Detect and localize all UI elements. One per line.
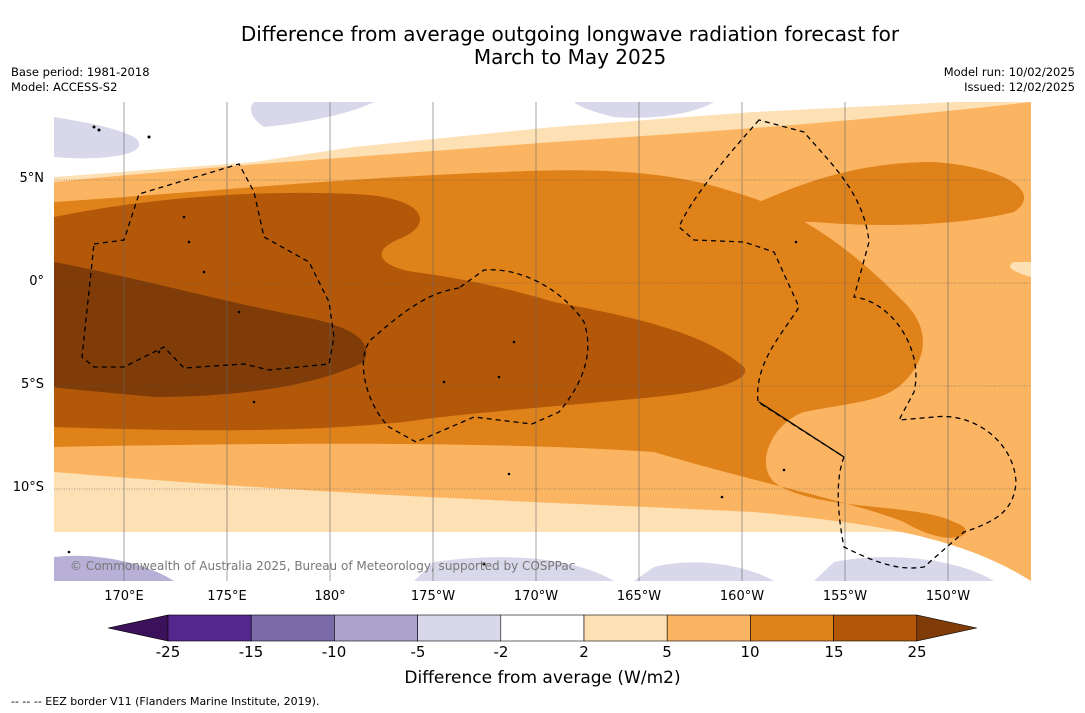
eez-borders (81, 119, 1017, 569)
band-negative-bottom-mid (414, 557, 614, 581)
colorbar-tick: 25 (907, 643, 927, 661)
lon-label: 165°W (616, 589, 662, 604)
lon-label: 160°W (719, 589, 765, 604)
anomaly-map-svg (54, 102, 1031, 581)
colorbar-tick: -2 (493, 643, 509, 661)
meta-right: Model run: 10/02/2025 Issued: 12/02/2025 (944, 65, 1075, 95)
colorbar-swatch (250, 614, 335, 642)
lon-label: 150°W (925, 589, 971, 604)
band-negative-bottom-right (634, 562, 774, 581)
title-line-1: Difference from average outgoing longwav… (240, 22, 900, 46)
band-10-15-north (724, 162, 1025, 225)
lat-label-equator: 0° (29, 274, 44, 289)
lon-label: 155°W (822, 589, 868, 604)
band-negative-top-left (54, 117, 140, 159)
title-line-2: March to May 2025 (473, 45, 667, 69)
colorbar-label: Difference from average (W/m2) (404, 668, 681, 688)
model-run: Model run: 10/02/2025 (943, 65, 1075, 79)
colorbar-swatch (167, 614, 252, 642)
anomaly-map (54, 102, 1031, 581)
graticule (54, 179, 1031, 490)
lat-label-5n: 5°N (19, 171, 45, 186)
colorbar-swatch (666, 614, 751, 642)
band-negative-top-right (574, 102, 714, 118)
colorbar-swatch (583, 614, 668, 642)
lon-label: 175°E (207, 589, 247, 604)
copyright-notice: © Commonwealth of Australia 2025, Bureau… (70, 559, 576, 573)
band-negative-bottom-far (814, 557, 994, 581)
lon-label: 170°W (513, 589, 559, 604)
colorbar (107, 614, 977, 642)
band-2-5-east (1010, 262, 1031, 277)
band-negative-top-mid (251, 102, 374, 127)
meta-left: Base period: 1981-2018 Model: ACCESS-S2 (11, 65, 150, 95)
islands (67, 125, 798, 566)
band-neutral-bottom (54, 532, 1031, 581)
lon-label: 180° (314, 589, 346, 604)
colorbar-swatch (750, 614, 834, 642)
model-name: Model: ACCESS-S2 (11, 80, 118, 94)
colorbar-tick: 2 (579, 643, 589, 661)
base-period: Base period: 1981-2018 (11, 65, 150, 79)
colorbar-tick: 10 (740, 643, 760, 661)
colorbar-swatch (833, 614, 918, 642)
colorbar-extend-low (107, 614, 169, 642)
lon-label: 170°E (104, 589, 144, 604)
band-negative-bottom-left (54, 555, 174, 581)
lat-label-10s: 10°S (12, 480, 44, 495)
issued-date: Issued: 12/02/2025 (964, 80, 1075, 94)
lon-label: 175°W (410, 589, 456, 604)
colorbar-swatch (500, 614, 585, 642)
colorbar-tick: -15 (238, 643, 264, 661)
meridians (123, 102, 949, 581)
colorbar-swatch (334, 614, 418, 642)
colorbar-tick: -25 (155, 643, 181, 661)
colorbar-tick: -10 (321, 643, 347, 661)
eez-solid-segment (758, 401, 845, 458)
colorbar-swatch (417, 614, 502, 642)
colorbar-tick: 5 (662, 643, 672, 661)
lat-label-5s: 5°S (20, 377, 44, 392)
colorbar-tick: 15 (824, 643, 844, 661)
eez-legend: -- -- -- EEZ border V11 (Flanders Marine… (11, 695, 320, 708)
colorbar-extend-high (916, 614, 977, 642)
colorbar-tick: -5 (410, 643, 426, 661)
